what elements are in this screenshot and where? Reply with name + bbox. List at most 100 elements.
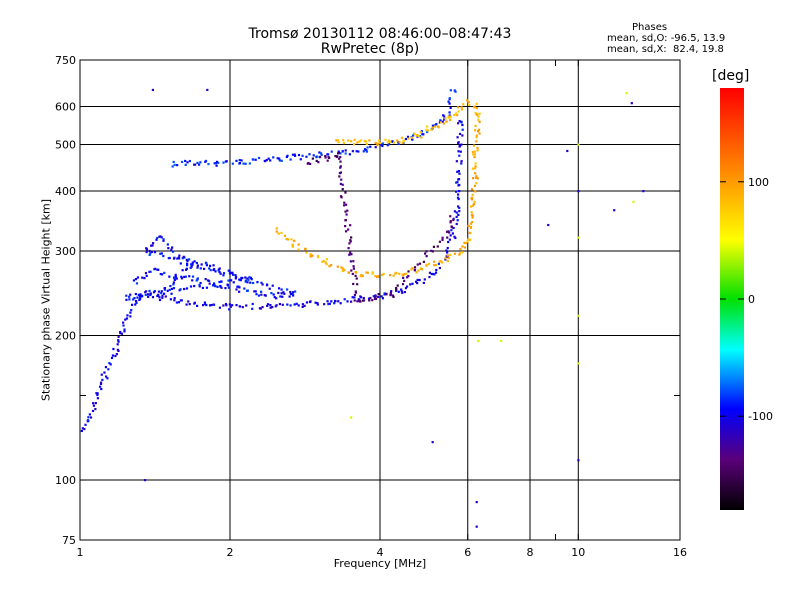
data-point: [246, 289, 249, 292]
data-point: [286, 154, 289, 157]
data-point: [271, 284, 274, 287]
data-point: [345, 213, 348, 216]
data-point: [196, 264, 200, 267]
data-point: [374, 146, 377, 149]
data-point: [129, 311, 132, 314]
data-point: [245, 304, 248, 307]
data-point: [179, 288, 182, 291]
data-point: [340, 266, 343, 269]
data-point: [316, 301, 319, 305]
data-point: [153, 251, 157, 254]
data-point: [213, 162, 216, 165]
data-point: [235, 159, 238, 162]
data-point: [374, 296, 377, 299]
y-tick-label: 600: [55, 101, 76, 114]
data-point: [107, 368, 110, 371]
data-point: [442, 122, 446, 125]
data-point: [301, 154, 304, 157]
data-point: [199, 281, 202, 285]
data-point: [185, 287, 189, 290]
data-point: [253, 290, 256, 293]
data-point: [642, 190, 645, 193]
data-point: [447, 100, 450, 103]
data-point: [471, 177, 475, 180]
data-point: [197, 163, 201, 166]
colorbar-ticks: 100 0 -100: [720, 176, 773, 423]
data-point: [247, 278, 250, 281]
data-point: [613, 209, 616, 212]
data-point: [341, 188, 344, 191]
data-point: [204, 278, 207, 281]
data-point: [343, 201, 346, 204]
data-point: [372, 295, 375, 298]
data-point: [92, 404, 96, 407]
data-point: [269, 159, 272, 162]
data-point: [117, 340, 120, 343]
data-point: [400, 290, 403, 293]
data-point: [457, 213, 460, 216]
data-point: [139, 297, 142, 300]
data-point: [264, 159, 267, 163]
data-point: [577, 362, 580, 365]
data-point: [326, 300, 329, 303]
data-point: [344, 152, 347, 155]
data-point: [225, 160, 228, 163]
data-point: [238, 162, 242, 165]
data-point: [448, 102, 451, 105]
data-point: [407, 270, 410, 273]
data-point: [444, 117, 447, 120]
data-point: [144, 293, 147, 296]
data-point: [411, 267, 414, 270]
data-point: [425, 255, 428, 258]
data-point: [547, 223, 550, 227]
data-point: [371, 272, 374, 275]
data-point: [475, 182, 478, 185]
data-point: [475, 175, 478, 178]
data-point: [439, 260, 442, 263]
data-point: [438, 260, 441, 263]
data-point: [322, 259, 325, 263]
data-point: [363, 148, 367, 151]
data-point: [327, 302, 330, 306]
data-point: [416, 135, 419, 138]
data-point: [151, 244, 154, 247]
data-point: [352, 282, 355, 286]
data-point: [275, 227, 278, 230]
data-point: [343, 298, 346, 301]
data-point: [349, 251, 352, 254]
data-point: [162, 254, 165, 258]
data-point: [337, 300, 340, 303]
data-point: [418, 278, 421, 282]
data-point: [452, 218, 455, 222]
data-point: [472, 203, 476, 206]
y-tick-label: 100: [55, 474, 76, 487]
data-point: [146, 293, 150, 296]
data-point: [260, 281, 263, 284]
data-point: [309, 253, 312, 256]
data-point: [428, 275, 431, 279]
data-point: [188, 159, 192, 163]
data-point: [413, 266, 417, 269]
data-point: [292, 291, 295, 294]
data-point: [316, 256, 320, 259]
data-point: [396, 284, 399, 287]
data-point: [311, 157, 314, 160]
data-point: [218, 280, 221, 284]
data-point: [297, 153, 301, 157]
data-point: [205, 264, 209, 267]
data-point: [403, 139, 406, 143]
data-point: [461, 134, 464, 137]
data-point: [138, 295, 142, 298]
data-point: [134, 303, 137, 306]
data-point: [254, 290, 257, 293]
data-point: [297, 304, 300, 307]
data-point: [423, 252, 427, 255]
data-point: [441, 120, 444, 123]
data-point: [400, 136, 404, 139]
data-point: [475, 102, 478, 106]
data-point: [228, 269, 231, 272]
data-point: [330, 300, 333, 303]
data-point: [431, 126, 435, 129]
data-point: [577, 459, 580, 462]
data-point: [173, 278, 176, 281]
